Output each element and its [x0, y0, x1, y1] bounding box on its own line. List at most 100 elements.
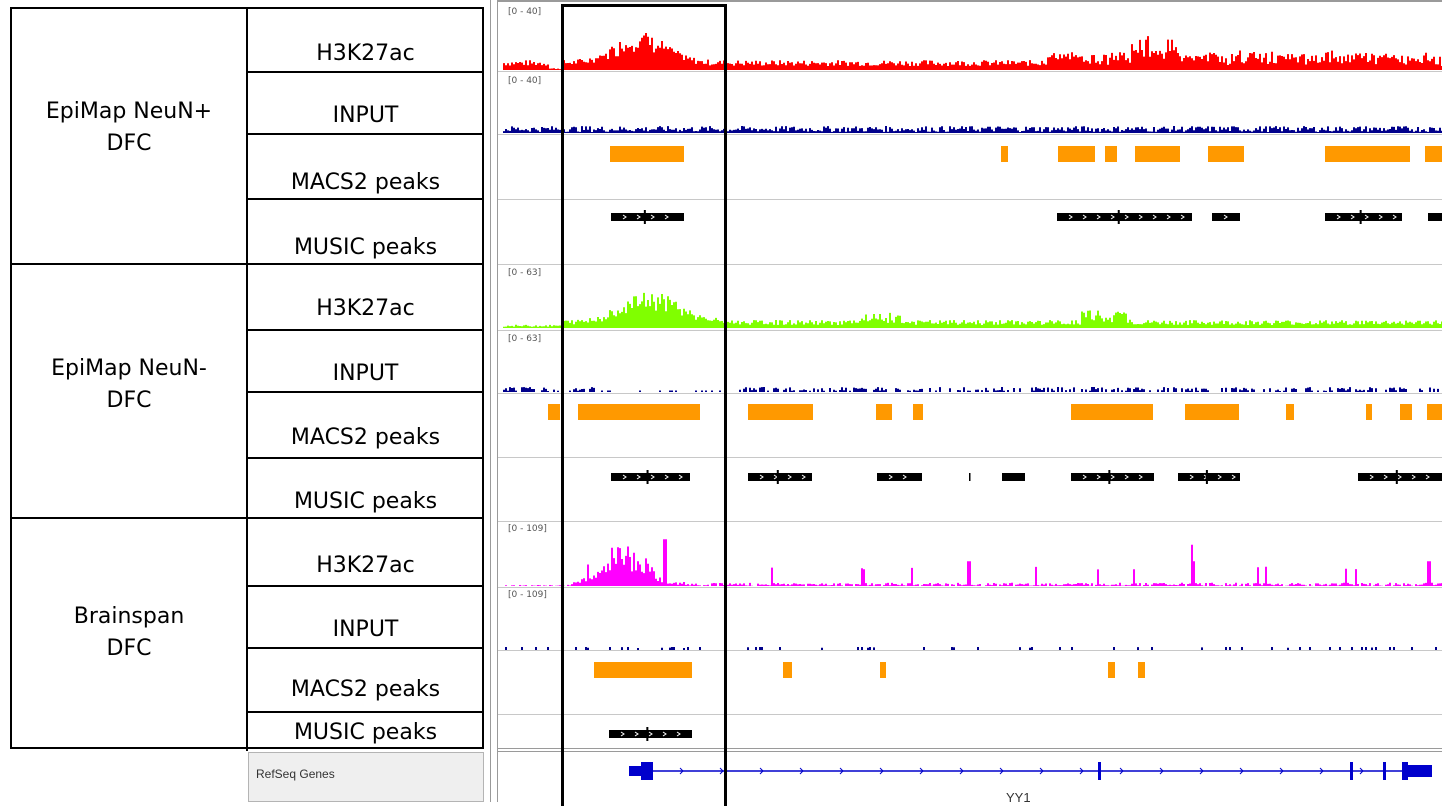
macs2-peak[interactable] — [610, 146, 684, 162]
signal-bars — [505, 539, 1442, 586]
music-peak[interactable] — [1057, 213, 1192, 221]
macs2-peaks-track — [610, 146, 1442, 162]
group-label-epimap-neunplus: EpiMap NeuN+ DFC — [12, 96, 246, 160]
peak-summit-tick — [1117, 210, 1120, 224]
macs2-peaks-track — [548, 404, 1442, 420]
strand-arrow-icon — [888, 474, 893, 480]
refseq-label-panel — [248, 752, 484, 802]
label-column-divider — [246, 7, 248, 751]
macs2-peak[interactable] — [1058, 146, 1095, 162]
strand-arrow-icon — [664, 214, 669, 220]
music-peak[interactable] — [609, 730, 692, 738]
music-peak[interactable] — [877, 473, 922, 481]
strand-arrow-icon — [636, 214, 641, 220]
strand-arrow-icon — [759, 767, 764, 775]
peak-summit-tick — [646, 470, 649, 484]
group-label-epimap-neunminus: EpiMap NeuN- DFC — [12, 353, 246, 417]
peak-summit-tick — [646, 727, 649, 741]
data-range-label: [0 - 63] — [508, 334, 542, 344]
gene-exon — [1350, 762, 1353, 780]
strand-arrow-icon — [634, 731, 639, 737]
music-peak[interactable] — [1002, 473, 1025, 481]
macs2-peak[interactable] — [1208, 146, 1244, 162]
track-separator — [498, 714, 1442, 715]
macs2-peak[interactable] — [1071, 404, 1153, 420]
strand-arrow-icon — [1336, 214, 1341, 220]
macs2-peaks-track — [594, 662, 1145, 678]
panel-top-border — [498, 0, 1442, 2]
strand-arrow-icon — [636, 474, 641, 480]
macs2-peak[interactable] — [1400, 404, 1412, 420]
strand-arrow-icon — [1231, 474, 1236, 480]
music-peak[interactable] — [1071, 473, 1154, 481]
track-separator — [498, 134, 1442, 135]
music-peak[interactable] — [611, 213, 684, 221]
strand-arrow-icon — [1392, 214, 1397, 220]
music-peak[interactable] — [1358, 473, 1442, 481]
strand-arrow-icon — [799, 767, 804, 775]
strand-arrow-icon — [648, 731, 653, 737]
row-divider — [246, 457, 484, 459]
macs2-peak[interactable] — [1366, 404, 1372, 420]
gene-exon — [641, 762, 653, 780]
strand-arrow-icon — [1223, 214, 1228, 220]
music-peak[interactable] — [969, 473, 971, 481]
track-separator — [498, 587, 1442, 588]
track-label-macs2: MACS2 peaks — [290, 170, 441, 195]
macs2-peak[interactable] — [1325, 146, 1410, 162]
music-peak[interactable] — [1178, 473, 1240, 481]
music-peak[interactable] — [1428, 213, 1442, 221]
macs2-peak[interactable] — [1108, 662, 1115, 678]
strand-arrow-icon — [1369, 474, 1374, 480]
strand-arrow-icon — [1217, 474, 1222, 480]
macs2-peak[interactable] — [594, 662, 692, 678]
peak-summit-tick — [643, 210, 646, 224]
macs2-peak[interactable] — [1135, 146, 1180, 162]
macs2-peak[interactable] — [1185, 404, 1239, 420]
signal-track-1-0 — [503, 292, 1442, 328]
strand-arrow-icon — [919, 767, 924, 775]
row-divider — [246, 711, 484, 713]
strand-arrow-icon — [999, 767, 1004, 775]
macs2-peak[interactable] — [548, 404, 560, 420]
strand-arrow-icon — [1152, 214, 1157, 220]
strand-arrow-icon — [678, 474, 683, 480]
data-range-label: [0 - 63] — [508, 268, 542, 278]
strand-arrow-icon — [1189, 474, 1194, 480]
macs2-peak[interactable] — [1286, 404, 1294, 420]
macs2-peak[interactable] — [783, 662, 792, 678]
macs2-peak[interactable] — [1425, 146, 1442, 162]
track-label-input: INPUT — [332, 103, 399, 128]
strand-arrow-icon — [662, 731, 667, 737]
macs2-peak[interactable] — [1105, 146, 1117, 162]
music-peak[interactable] — [611, 473, 690, 481]
track-label-music: MUSIC peaks — [293, 235, 438, 260]
yy1-gene-model[interactable] — [629, 762, 1432, 780]
macs2-peak[interactable] — [1427, 404, 1442, 420]
data-range-label: [0 - 40] — [508, 7, 542, 17]
data-range-label: [0 - 109] — [508, 590, 547, 600]
strand-arrow-icon — [1096, 214, 1101, 220]
music-peaks-track — [611, 210, 1442, 224]
strand-arrow-icon — [1124, 474, 1129, 480]
macs2-peak[interactable] — [578, 404, 700, 420]
macs2-peak[interactable] — [913, 404, 923, 420]
peak-summit-tick — [1395, 470, 1398, 484]
music-peak[interactable] — [1325, 213, 1402, 221]
macs2-peak[interactable] — [876, 404, 892, 420]
music-peak[interactable] — [748, 473, 812, 481]
macs2-peak[interactable] — [1138, 662, 1145, 678]
music-peak[interactable] — [1212, 213, 1240, 221]
refseq-track-label[interactable]: RefSeq Genes — [256, 767, 335, 781]
macs2-peak[interactable] — [748, 404, 813, 420]
strand-arrow-icon — [664, 474, 669, 480]
row-divider — [246, 329, 484, 331]
row-divider — [246, 647, 484, 649]
strand-arrow-icon — [1383, 474, 1388, 480]
strand-arrow-icon — [1279, 767, 1284, 775]
strand-arrow-icon — [622, 214, 627, 220]
macs2-peak[interactable] — [880, 662, 886, 678]
music-peaks-track — [609, 727, 692, 741]
macs2-peak[interactable] — [1001, 146, 1008, 162]
